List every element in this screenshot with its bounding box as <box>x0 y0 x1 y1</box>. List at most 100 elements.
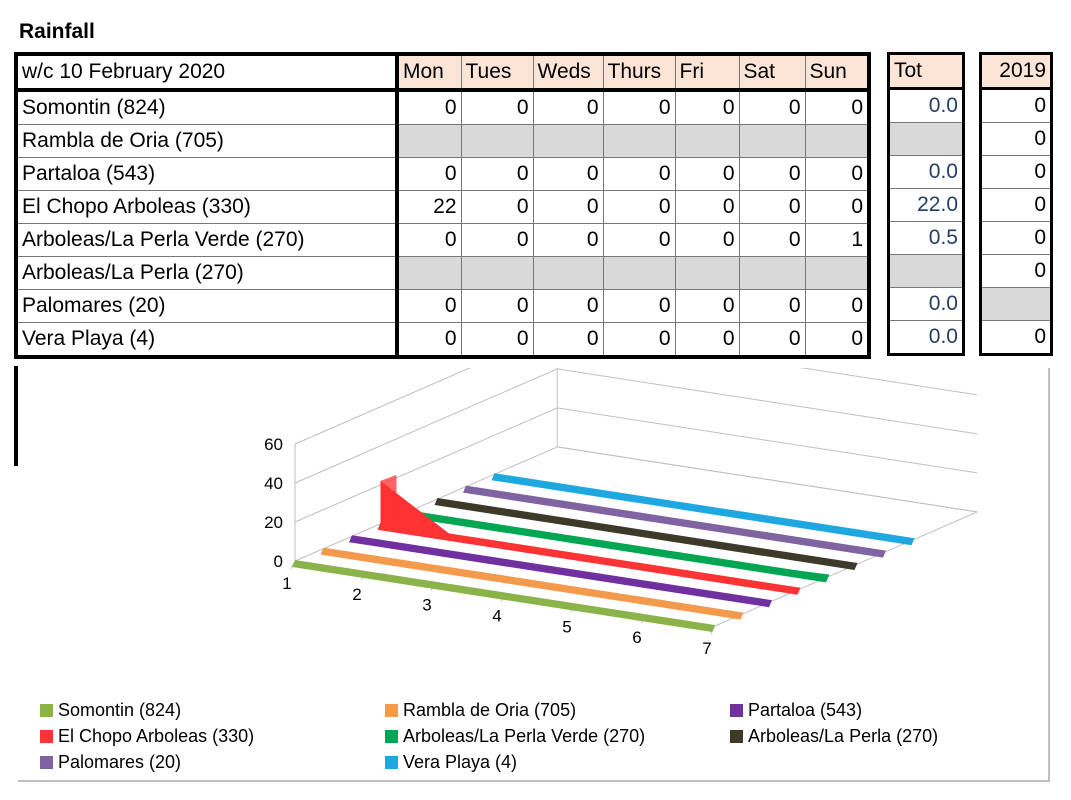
rain-value-cell[interactable]: 0 <box>460 289 534 323</box>
station-name-cell[interactable]: Palomares (20) <box>14 289 399 323</box>
rain-value-cell[interactable] <box>532 124 604 158</box>
station-name-cell[interactable]: El Chopo Arboleas (330) <box>14 190 399 224</box>
rainfall-chart[interactable]: 0 20 40 60 1 2 3 4 5 6 7 <box>18 368 1050 782</box>
day-header-weds[interactable]: Weds <box>532 52 604 92</box>
series-ribbon <box>320 547 744 620</box>
rain-value-cell[interactable]: 0 <box>674 322 740 359</box>
rain-value-cell[interactable]: 0 <box>532 89 604 125</box>
rain-value-cell[interactable]: 0 <box>532 322 604 359</box>
rain-value-cell[interactable]: 22 <box>396 190 462 224</box>
day-header-sat[interactable]: Sat <box>738 52 806 92</box>
rain-value-cell[interactable]: 0 <box>804 157 871 191</box>
table-row: 22.0 <box>887 188 965 222</box>
day-header-tues[interactable]: Tues <box>460 52 534 92</box>
tot-value-cell[interactable]: 0.0 <box>887 320 965 356</box>
tot-value-cell[interactable]: 22.0 <box>887 188 965 222</box>
rain-value-cell[interactable]: 0 <box>532 190 604 224</box>
rain-value-cell[interactable] <box>460 256 534 290</box>
rain-value-cell[interactable]: 0 <box>460 322 534 359</box>
tot-header[interactable]: Tot <box>887 52 965 90</box>
table-row <box>887 254 965 288</box>
rain-value-cell[interactable]: 0 <box>602 289 676 323</box>
rain-value-cell[interactable]: 0 <box>804 289 871 323</box>
rain-value-cell[interactable]: 0 <box>738 190 806 224</box>
station-name-cell[interactable]: Arboleas/La Perla Verde (270) <box>14 223 399 257</box>
rain-value-cell[interactable]: 0 <box>602 190 676 224</box>
rain-value-cell[interactable]: 0 <box>532 157 604 191</box>
rain-value-cell[interactable]: 0 <box>396 89 462 125</box>
rain-value-cell[interactable]: 0 <box>804 190 871 224</box>
x-tick-label: 5 <box>562 617 571 636</box>
tot-value-cell[interactable]: 0.0 <box>887 155 965 189</box>
prev-year-header[interactable]: 2019 <box>979 52 1053 90</box>
rain-value-cell[interactable]: 0 <box>602 223 676 257</box>
legend-entry: Rambla de Oria (705) <box>385 700 576 721</box>
rain-value-cell[interactable]: 0 <box>674 190 740 224</box>
rain-value-cell[interactable] <box>460 124 534 158</box>
prev-year-value-cell[interactable]: 0 <box>979 88 1053 123</box>
rain-value-cell[interactable]: 0 <box>674 289 740 323</box>
rain-value-cell[interactable] <box>738 256 806 290</box>
rain-value-cell[interactable] <box>804 256 871 290</box>
prev-year-value-cell[interactable]: 0 <box>979 221 1053 255</box>
rain-value-cell[interactable]: 0 <box>738 322 806 359</box>
rain-value-cell[interactable] <box>396 256 462 290</box>
rain-value-cell[interactable]: 0 <box>396 289 462 323</box>
station-name-cell[interactable]: Vera Playa (4) <box>14 322 399 359</box>
rain-value-cell[interactable]: 0 <box>674 157 740 191</box>
table-row: 0 <box>979 88 1053 123</box>
prev-year-value-cell[interactable]: 0 <box>979 188 1053 222</box>
prev-year-value-cell[interactable]: 0 <box>979 122 1053 156</box>
rain-value-cell[interactable]: 0 <box>738 223 806 257</box>
week-label-cell[interactable]: w/c 10 February 2020 <box>14 52 399 92</box>
prev-year-value-cell[interactable]: 0 <box>979 320 1053 356</box>
table-row: Somontin (824) 0 0 0 0 0 0 0 <box>14 89 871 125</box>
rain-value-cell[interactable]: 0 <box>738 89 806 125</box>
rain-value-cell[interactable]: 0 <box>738 289 806 323</box>
prev-year-value-cell[interactable]: 0 <box>979 155 1053 189</box>
tot-value-cell[interactable]: 0.5 <box>887 221 965 255</box>
rain-value-cell[interactable]: 0 <box>396 157 462 191</box>
prev-year-value-cell[interactable] <box>979 287 1053 321</box>
station-name-cell[interactable]: Rambla de Oria (705) <box>14 124 399 158</box>
rain-value-cell[interactable]: 0 <box>532 289 604 323</box>
rain-value-cell[interactable] <box>674 256 740 290</box>
tot-value-cell[interactable]: 0.0 <box>887 287 965 321</box>
rain-value-cell[interactable]: 0 <box>460 157 534 191</box>
y-tick-label: 20 <box>264 513 283 532</box>
station-name-cell[interactable]: Arboleas/La Perla (270) <box>14 256 399 290</box>
day-header-thurs[interactable]: Thurs <box>602 52 676 92</box>
station-name-cell[interactable]: Partaloa (543) <box>14 157 399 191</box>
station-name-cell[interactable]: Somontin (824) <box>14 89 399 125</box>
tot-value-cell[interactable] <box>887 254 965 288</box>
rain-value-cell[interactable]: 0 <box>738 157 806 191</box>
rain-value-cell[interactable]: 0 <box>602 322 676 359</box>
rain-value-cell[interactable] <box>804 124 871 158</box>
rain-value-cell[interactable]: 0 <box>674 223 740 257</box>
prev-year-value-cell[interactable]: 0 <box>979 254 1053 288</box>
rain-value-cell[interactable]: 0 <box>804 89 871 125</box>
rain-value-cell[interactable] <box>674 124 740 158</box>
rain-value-cell[interactable]: 0 <box>804 322 871 359</box>
rain-value-cell[interactable] <box>532 256 604 290</box>
rain-value-cell[interactable] <box>602 124 676 158</box>
rain-value-cell[interactable] <box>738 124 806 158</box>
tot-value-cell[interactable]: 0.0 <box>887 88 965 123</box>
rain-value-cell[interactable]: 0 <box>396 322 462 359</box>
rain-value-cell[interactable]: 0 <box>396 223 462 257</box>
rain-value-cell[interactable] <box>396 124 462 158</box>
day-header-sun[interactable]: Sun <box>804 52 871 92</box>
rain-value-cell[interactable]: 0 <box>460 89 534 125</box>
day-header-fri[interactable]: Fri <box>674 52 740 92</box>
rain-value-cell[interactable]: 0 <box>602 89 676 125</box>
rain-value-cell[interactable]: 0 <box>674 89 740 125</box>
rain-value-cell[interactable] <box>602 256 676 290</box>
rain-value-cell[interactable]: 0 <box>460 223 534 257</box>
tot-value-cell[interactable] <box>887 122 965 156</box>
rain-value-cell[interactable]: 1 <box>804 223 871 257</box>
series-ribbon <box>406 510 829 583</box>
rain-value-cell[interactable]: 0 <box>460 190 534 224</box>
rain-value-cell[interactable]: 0 <box>532 223 604 257</box>
day-header-mon[interactable]: Mon <box>396 52 462 92</box>
rain-value-cell[interactable]: 0 <box>602 157 676 191</box>
